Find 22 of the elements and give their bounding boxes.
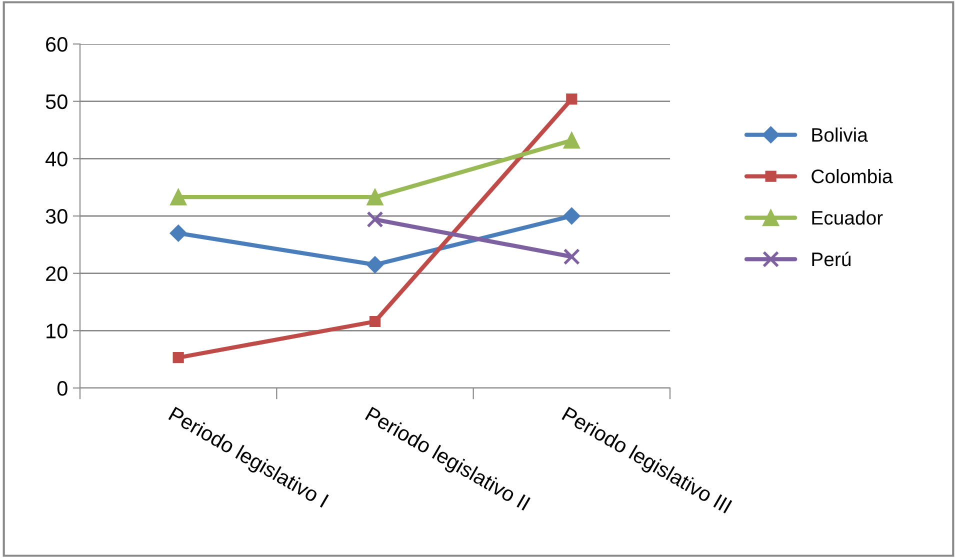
y-tick-label: 40 — [46, 152, 68, 166]
point — [563, 207, 580, 225]
y-tick-label: 0 — [57, 381, 68, 396]
point — [563, 248, 580, 266]
point — [170, 188, 187, 206]
point — [366, 188, 384, 206]
y-tick-label: 60 — [46, 37, 68, 52]
y-tick-label: 30 — [46, 209, 68, 224]
point — [366, 211, 384, 228]
legend-label: Colombia — [812, 169, 893, 184]
y-tick-label: 20 — [46, 266, 68, 282]
legend-label: Perú — [812, 252, 850, 266]
point — [366, 256, 384, 274]
point — [566, 93, 578, 105]
point — [172, 352, 184, 364]
point — [170, 224, 187, 242]
legend-label: Ecuador — [812, 210, 883, 225]
point — [563, 132, 580, 149]
point — [369, 316, 381, 328]
y-tick-label: 10 — [46, 324, 68, 338]
legend-label: Bolivia — [812, 128, 868, 142]
y-tick-label: 50 — [46, 94, 68, 110]
